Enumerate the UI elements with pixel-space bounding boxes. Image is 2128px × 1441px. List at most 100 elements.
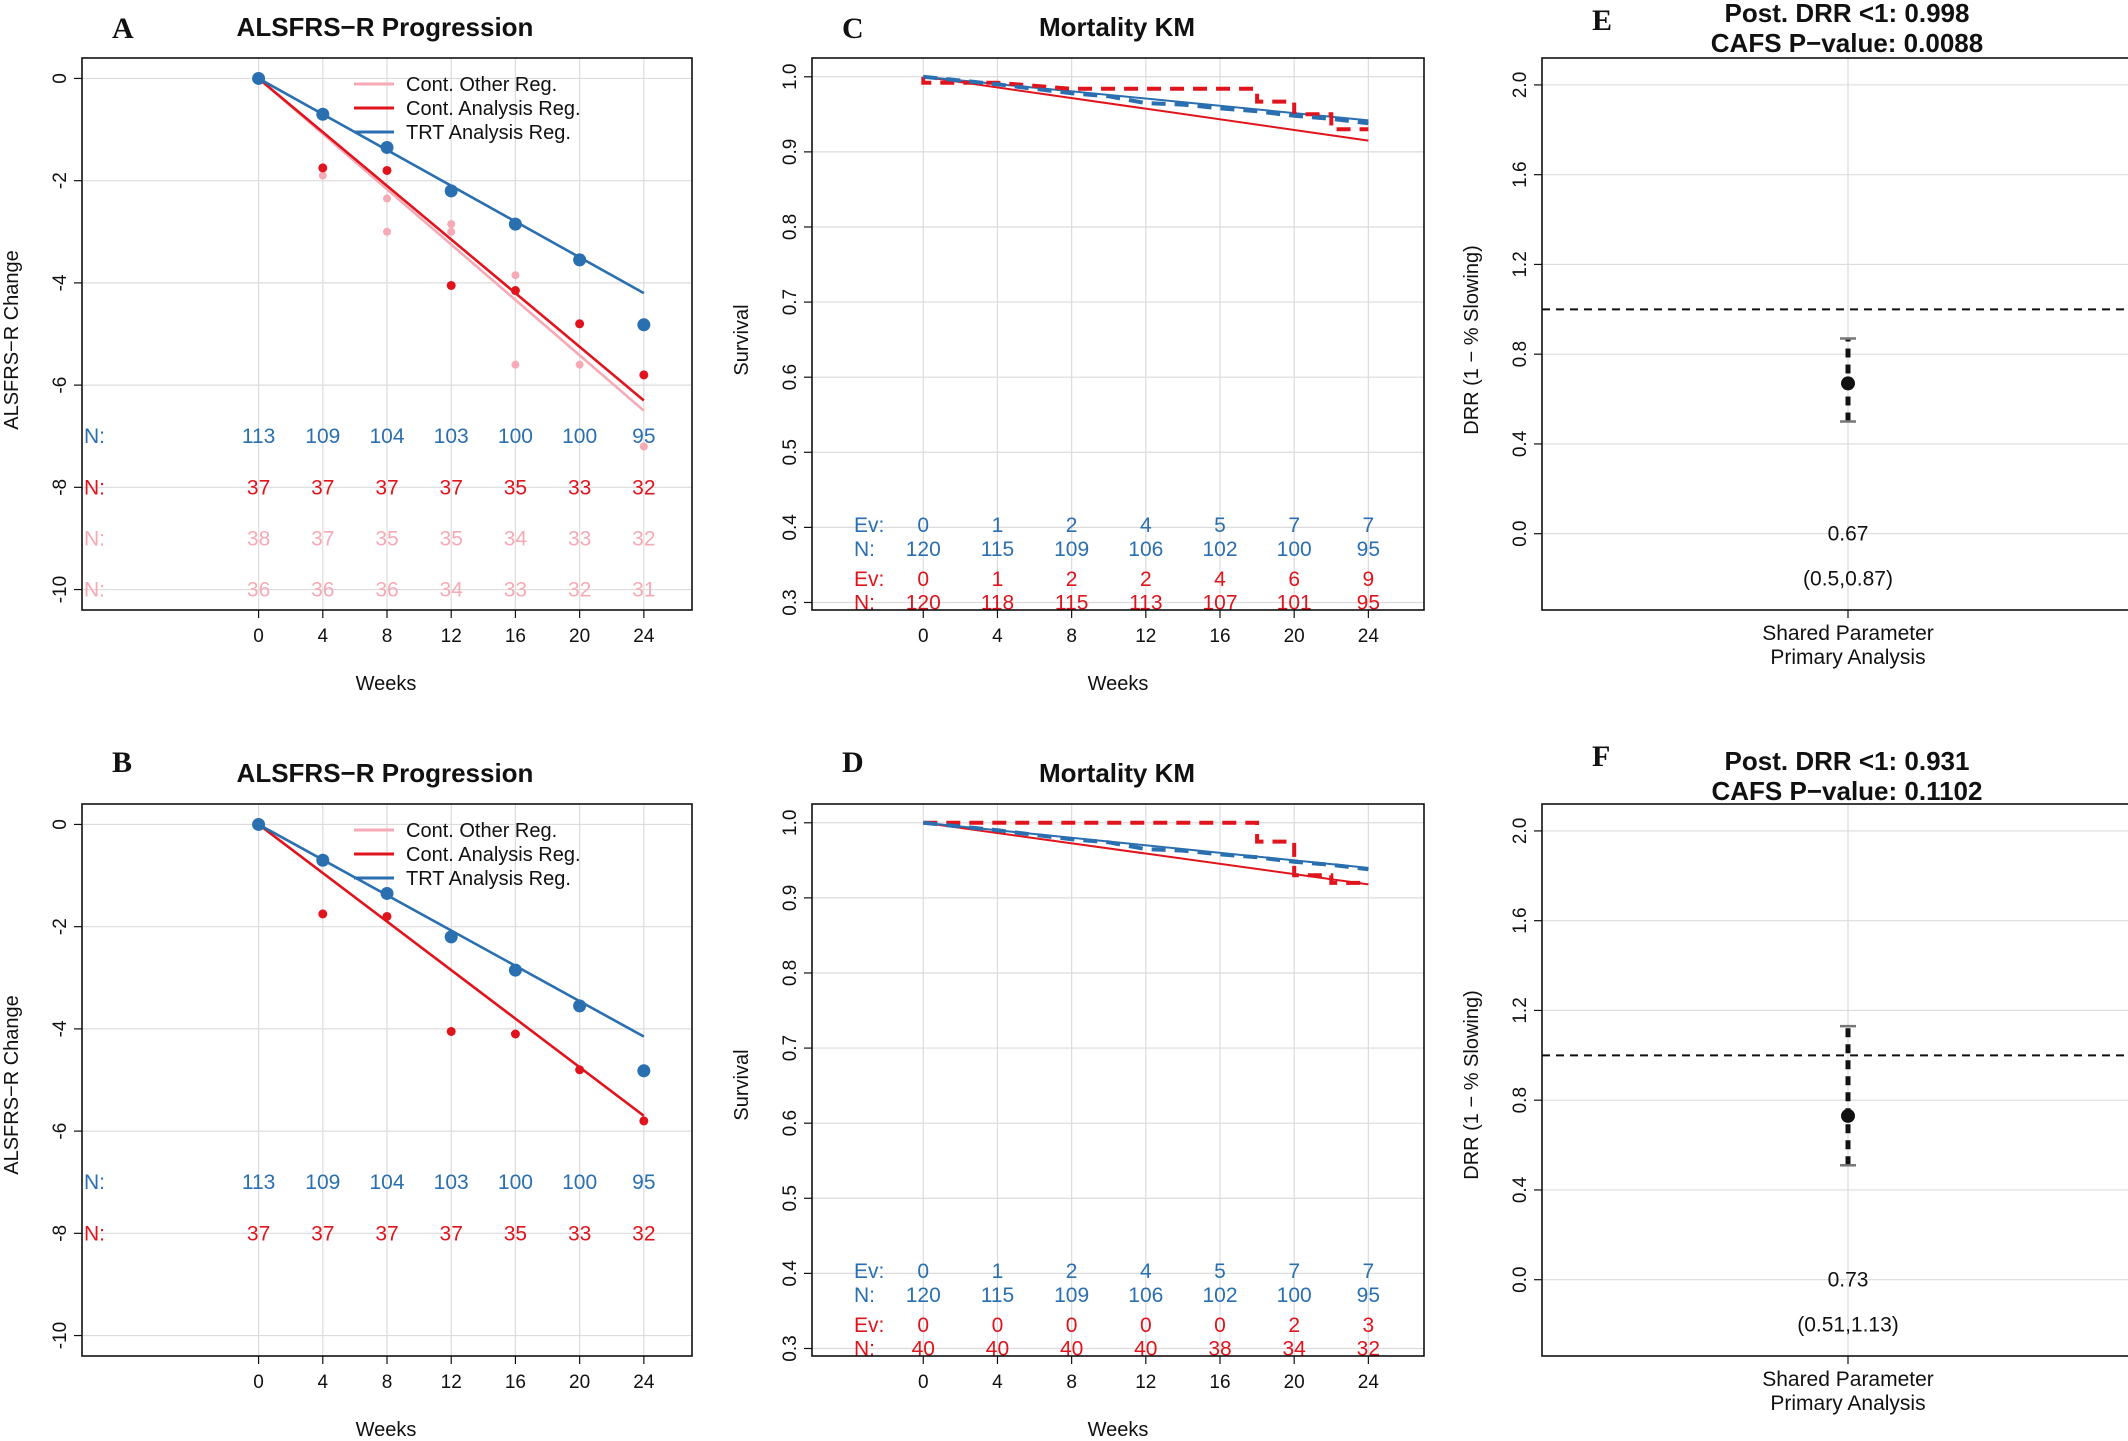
panel-d-x-tick-label: 24 [1358, 1372, 1380, 1393]
panel-c-count-value: 109 [1054, 538, 1089, 561]
panel-d-count-value: 2 [1288, 1314, 1300, 1337]
panel-d-km-curve-trt [923, 820, 1369, 872]
panel-e-category-label-line2: Primary Analysis [1770, 646, 1925, 669]
panel-c-count-value: 2 [1066, 514, 1078, 537]
panel-a-count-value: 32 [632, 527, 655, 550]
panel-e-y-tick-label: 0.0 [1510, 520, 1531, 546]
panel-b-count-value: 95 [632, 1171, 655, 1194]
panel-a-count-value: 32 [632, 476, 655, 499]
panel-d-y-axis-label: Survival [731, 1049, 753, 1120]
panel-d-count-row-label: N: [854, 1337, 875, 1360]
panel-b-x-tick-label: 8 [382, 1372, 393, 1393]
panel-d-x-tick-label: 20 [1284, 1372, 1305, 1393]
panel-a-count-value: 35 [440, 527, 463, 550]
panel-a-point-cont_other [639, 442, 648, 451]
panel-f-y-tick-label: 0.8 [1510, 1087, 1531, 1113]
panel-b-point-trt [380, 886, 394, 900]
panel-b-y-tick-label: 0 [50, 819, 71, 830]
panel-d-y-tick-label: 0.4 [780, 1260, 801, 1287]
panel-a-x-tick-label: 16 [505, 626, 526, 647]
panel-d-count-value: 0 [992, 1314, 1004, 1337]
panel-e-plot-frame [1541, 57, 2128, 611]
panel-d-count-value: 120 [906, 1284, 941, 1307]
panel-b-count-value: 37 [247, 1222, 270, 1245]
panel-c-plot-frame [811, 57, 1425, 611]
panel-d-x-tick-label: 8 [1066, 1372, 1077, 1393]
panel-c-fitted-line-cont_analysis [923, 75, 1369, 142]
panel-e-plot-background [1542, 58, 2128, 610]
panel-a-y-tick-label: -10 [50, 576, 71, 603]
panel-c-x-tick-label: 0 [918, 626, 929, 647]
panel-e-title: Post. DRR <1: 0.998 [1725, 0, 1970, 28]
panel-e-estimate-point [1841, 376, 1855, 391]
panel-a-x-tick-label: 8 [382, 626, 393, 647]
panel-b-y-tick-label: -2 [50, 918, 71, 935]
panel-b-count-value: 37 [440, 1222, 463, 1245]
panel-b-plot-frame [81, 803, 693, 1357]
panel-b-point-cont_analysis [510, 1029, 520, 1039]
panel-f-y-tick-label: 0.0 [1510, 1266, 1531, 1292]
panel-d: D Mortality KM 1.0 0.9 0.8 0.7 0.6 0.5 0.4 0.3 0… [731, 746, 1425, 1441]
panel-c-count-row-label: Ev: [854, 568, 884, 591]
panel-f-plot: 0.0 0.4 0.8 1.2 1.6 2.0 Shared ParameterPrimar… [1510, 803, 2128, 1415]
panel-c-count-value: 120 [906, 538, 941, 561]
panel-b-count-value: 109 [305, 1171, 340, 1194]
panel-c-y-tick-label: 0.6 [780, 364, 801, 390]
panel-a-y-tick-label: -2 [50, 172, 71, 189]
panel-a-plot: 0 -2 -4 -6 -8 -10 0 4 8 12 16 20 24 N: 113 109 104 103 100… [50, 57, 693, 647]
panel-b-y-tick-label: -4 [50, 1020, 71, 1037]
panel-a-point-cont_analysis [446, 280, 456, 290]
panel-d-count-value: 106 [1128, 1284, 1163, 1307]
panel-c-count-value: 0 [917, 568, 929, 591]
panel-b-plot: 0 -2 -4 -6 -8 -10 0 4 8 12 16 20 24 N: 113 109 104 103 100… [50, 803, 693, 1393]
panel-b-point-trt [444, 930, 458, 944]
panel-a-point-cont_other [575, 360, 584, 369]
panel-a-x-tick-label: 0 [253, 626, 264, 647]
panel-c-count-value: 5 [1214, 514, 1226, 537]
panel-c-count-value: 115 [1055, 591, 1088, 614]
panel-c-x-tick-label: 16 [1209, 626, 1230, 647]
panel-c-count-value: 2 [1140, 568, 1152, 591]
panel-c-y-tick-label: 0.4 [780, 514, 801, 541]
panel-e-y-axis-label: DRR (1 − % Slowing) [1461, 245, 1483, 435]
panel-c-count-value: 113 [1129, 591, 1162, 614]
panel-d-count-value: 40 [1134, 1337, 1157, 1360]
panel-e-category-label: Shared Parameter [1762, 622, 1934, 645]
panel-b-x-tick-label: 20 [569, 1372, 590, 1393]
panel-a-y-tick-label: -4 [50, 274, 71, 291]
panel-d-count-value: 2 [1066, 1260, 1078, 1283]
panel-e-plot: 0.0 0.4 0.8 1.2 1.6 2.0 Shared ParameterPrimar… [1510, 57, 2128, 669]
panel-b-point-cont_analysis [318, 909, 328, 919]
panel-b-y-tick-label: -8 [50, 1225, 71, 1242]
panel-e-ci-label: (0.5,0.87) [1803, 568, 1893, 591]
panel-f-estimate-point [1841, 1108, 1855, 1123]
panel-d-title: Mortality KM [1039, 758, 1195, 788]
panel-e-subtitle: CAFS P−value: 0.0088 [1711, 28, 1983, 58]
panel-a-count-value: 35 [375, 527, 398, 550]
panel-a-y-tick-label: -6 [50, 377, 71, 394]
panel-f-y-tick-label: 1.2 [1510, 997, 1531, 1023]
panel-a-x-tick-label: 20 [569, 626, 590, 647]
panel-a-x-tick-label: 4 [318, 626, 329, 647]
panel-b-point-trt [316, 853, 330, 867]
panel-a-count-value: 37 [247, 476, 270, 499]
panel-c-count-value: 120 [906, 591, 941, 614]
panel-f-y-tick-label: 1.6 [1510, 907, 1531, 933]
panel-b-y-tick-label: -6 [50, 1123, 71, 1140]
panel-d-count-value: 40 [1060, 1337, 1083, 1360]
panel-d-count-value: 5 [1214, 1260, 1226, 1283]
panel-d-count-value: 95 [1357, 1284, 1380, 1307]
panel-c-count-row-label: N: [854, 538, 875, 561]
panel-a-point-trt [380, 140, 394, 154]
panel-a-legend-label: TRT Analysis Reg. [406, 122, 571, 144]
panel-a-count-value: 33 [568, 527, 591, 550]
panel-a-count-value: 109 [305, 425, 340, 448]
panel-d-count-value: 0 [917, 1260, 929, 1283]
panel-c-x-tick-label: 24 [1358, 626, 1380, 647]
panel-a-count-value: 103 [434, 425, 469, 448]
panel-c: C Mortality KM 1.0 0.9 0.8 0.7 0.6 0.5 0.4 0.3 0… [731, 12, 1425, 695]
panel-a-plot-frame [81, 57, 693, 611]
panel-c-count-value: 4 [1214, 568, 1226, 591]
panel-a-count-value: 37 [311, 527, 334, 550]
